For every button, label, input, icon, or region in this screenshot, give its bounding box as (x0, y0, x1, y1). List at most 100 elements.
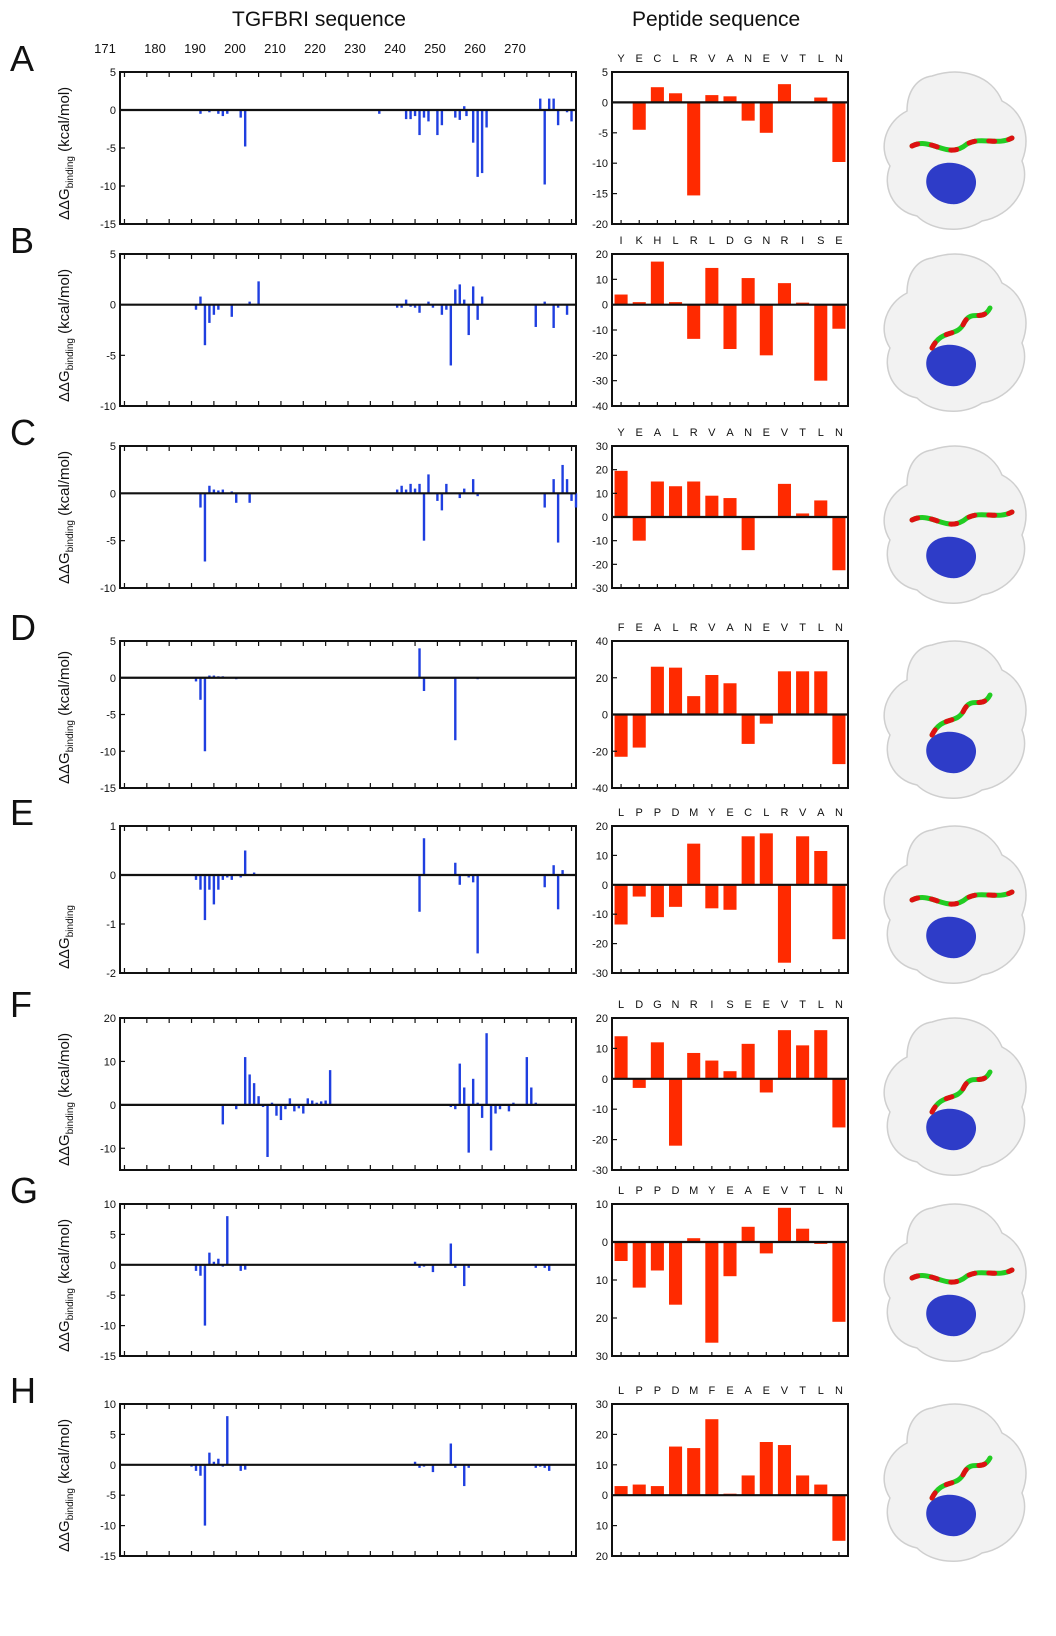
residue-label: E (763, 1385, 770, 1397)
y-tick-label: -30 (592, 583, 608, 595)
left-bar (431, 1264, 435, 1273)
left-bar (494, 1104, 497, 1114)
right-bar (650, 261, 664, 305)
residue-label: Y (708, 807, 716, 819)
left-bar (454, 1464, 457, 1468)
right-bar (759, 304, 773, 356)
residue-label: P (636, 1385, 643, 1397)
residue-label: R (690, 235, 698, 247)
panel-letter: E (10, 792, 35, 833)
y-tick-label: -10 (100, 401, 116, 413)
residue-label: T (799, 1185, 806, 1197)
left-bar (221, 1104, 225, 1125)
y-tick-label: 5 (110, 1229, 116, 1241)
right-bar (723, 1242, 737, 1277)
right-bar (705, 884, 719, 909)
left-bar (463, 1087, 466, 1105)
right-bar (741, 714, 755, 744)
panel-letter: H (10, 1370, 36, 1411)
y-tick-label: 10 (596, 1043, 608, 1055)
residue-label: F (708, 1385, 715, 1397)
left-bar (556, 875, 560, 910)
left-bar (467, 1464, 470, 1468)
left-bar (467, 875, 470, 878)
y-tick-label: 20 (596, 1551, 608, 1563)
left-bar (199, 1464, 202, 1476)
left-bar (208, 875, 211, 890)
y-tick-label: -5 (106, 143, 116, 155)
left-bar (445, 483, 448, 494)
left-bar (570, 110, 573, 122)
residue-label: C (744, 807, 752, 819)
left-bar (217, 110, 220, 114)
residue-label: A (744, 1185, 752, 1197)
y-tick-label: -10 (100, 583, 116, 595)
y-tick-label: 0 (602, 880, 608, 892)
right-bar (759, 1078, 773, 1093)
residue-label: P (654, 1385, 661, 1397)
left-bar (454, 1104, 457, 1110)
left-bar (239, 1264, 242, 1271)
left-bar (328, 1070, 332, 1105)
residue-label: L (818, 622, 824, 634)
left-bar (203, 1464, 207, 1526)
left-bar (458, 1063, 461, 1105)
residue-label: R (690, 53, 698, 65)
right-bar (614, 884, 628, 925)
left-bar (194, 1464, 198, 1471)
left-bar (217, 490, 220, 494)
right-bar (723, 96, 737, 103)
left-bar (552, 98, 555, 110)
right-bar (777, 1207, 791, 1242)
right-bar (759, 833, 773, 885)
left-bar (565, 304, 569, 315)
right-bar (777, 483, 791, 517)
left-plot-frame (119, 1203, 577, 1357)
left-plot-frame (119, 253, 577, 407)
panel-letter: G (10, 1170, 39, 1211)
left-bar (431, 304, 435, 308)
right-bar (650, 1242, 664, 1271)
left-bar (427, 301, 430, 305)
left-bar (212, 1261, 216, 1265)
residue-label: F (618, 622, 625, 634)
residue-label: D (672, 807, 680, 819)
left-bar (266, 1104, 269, 1157)
right-bar (832, 884, 846, 940)
residue-label: V (781, 622, 789, 634)
right-bar (669, 93, 683, 103)
right-bar (614, 1486, 628, 1496)
left-bar (543, 301, 546, 305)
left-bar (440, 493, 444, 511)
left-bar (284, 1104, 287, 1110)
residue-label: L (818, 1185, 824, 1197)
left-bar (248, 301, 251, 305)
residue-label: T (799, 622, 806, 634)
right-bar (650, 1486, 664, 1496)
y-tick-label: 10 (596, 1199, 608, 1211)
y-tick-label: -20 (592, 559, 608, 571)
left-bar (404, 110, 408, 120)
panel-row-F: F ΔΔGbinding (kcal/mol) 20 10 0 -10 L D G N R I S E E V… (0, 984, 1056, 1202)
y-tick-label: 0 (602, 1237, 608, 1249)
left-bar (221, 489, 225, 494)
left-bar (534, 1264, 537, 1268)
left-bar (203, 677, 207, 752)
y-tick-label: 1 (110, 821, 116, 833)
left-bar (480, 110, 484, 174)
residue-label: P (654, 1185, 661, 1197)
left-bar (543, 875, 546, 888)
residue-label: G (653, 999, 662, 1011)
left-bar (248, 493, 251, 503)
left-bar (480, 1104, 484, 1118)
left-bar (252, 872, 256, 875)
right-bar (796, 1045, 810, 1079)
binding-pocket (926, 162, 977, 205)
left-bar (485, 110, 488, 128)
left-bar (311, 1100, 314, 1105)
left-bar (561, 464, 564, 494)
y-tick-label: -20 (592, 939, 608, 951)
right-bar (705, 267, 719, 305)
left-bar (203, 304, 207, 346)
